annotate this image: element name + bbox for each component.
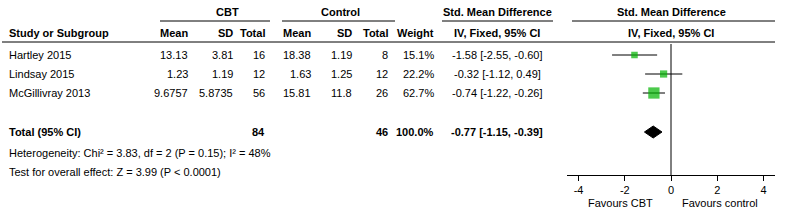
- svg-text:11.8: 11.8: [331, 87, 352, 99]
- svg-text:62.7%: 62.7%: [403, 87, 434, 99]
- svg-text:4: 4: [760, 184, 766, 196]
- svg-text:Favours control: Favours control: [682, 197, 758, 209]
- svg-text:26: 26: [376, 87, 388, 99]
- svg-text:1.19: 1.19: [212, 68, 233, 80]
- svg-text:16: 16: [253, 49, 265, 61]
- svg-text:-2: -2: [620, 184, 630, 196]
- svg-text:IV, Fixed, 95% CI: IV, Fixed, 95% CI: [454, 27, 540, 39]
- svg-text:Heterogeneity: Chi² = 3.83, df: Heterogeneity: Chi² = 3.83, df = 2 (P = …: [9, 147, 271, 159]
- svg-text:Test for overall effect: Z = 3: Test for overall effect: Z = 3.99 (P < 0…: [9, 166, 221, 178]
- svg-text:Study or Subgroup: Study or Subgroup: [9, 27, 109, 39]
- svg-text:-0.77 [-1.15, -0.39]: -0.77 [-1.15, -0.39]: [451, 126, 543, 138]
- svg-text:1.23: 1.23: [167, 68, 188, 80]
- svg-text:15.1%: 15.1%: [403, 49, 434, 61]
- svg-text:Weight: Weight: [397, 27, 434, 39]
- svg-text:3.81: 3.81: [212, 49, 233, 61]
- svg-text:1.19: 1.19: [331, 49, 352, 61]
- svg-text:1.25: 1.25: [331, 68, 352, 80]
- svg-text:56: 56: [253, 87, 265, 99]
- svg-text:IV, Fixed, 95% CI: IV, Fixed, 95% CI: [628, 27, 714, 39]
- svg-text:9.6757: 9.6757: [154, 87, 188, 99]
- svg-text:12: 12: [253, 68, 265, 80]
- svg-text:McGillivray 2013: McGillivray 2013: [9, 87, 90, 99]
- svg-text:Total: Total: [363, 27, 388, 39]
- svg-text:Total (95% CI): Total (95% CI): [9, 126, 81, 138]
- svg-text:Mean: Mean: [283, 27, 311, 39]
- svg-text:-4: -4: [574, 184, 584, 196]
- svg-text:Favours CBT: Favours CBT: [588, 197, 653, 209]
- svg-text:Control: Control: [321, 6, 360, 18]
- svg-text:Lindsay 2015: Lindsay 2015: [9, 68, 74, 80]
- svg-text:-0.32 [-1.12, 0.49]: -0.32 [-1.12, 0.49]: [454, 68, 541, 80]
- svg-text:Hartley 2015: Hartley 2015: [9, 49, 71, 61]
- svg-text:Std. Mean Difference: Std. Mean Difference: [617, 6, 726, 18]
- svg-text:SD: SD: [218, 27, 233, 39]
- svg-text:46: 46: [376, 126, 388, 138]
- svg-text:-1.58 [-2.55, -0.60]: -1.58 [-2.55, -0.60]: [452, 49, 543, 61]
- svg-text:22.2%: 22.2%: [403, 68, 434, 80]
- svg-text:5.8735: 5.8735: [199, 87, 233, 99]
- svg-text:0: 0: [668, 184, 674, 196]
- svg-text:18.38: 18.38: [283, 49, 311, 61]
- svg-text:13.13: 13.13: [160, 49, 188, 61]
- svg-text:100.0%: 100.0%: [396, 126, 434, 138]
- svg-text:Mean: Mean: [160, 27, 188, 39]
- svg-text:1.63: 1.63: [290, 68, 311, 80]
- svg-text:12: 12: [376, 68, 388, 80]
- svg-text:15.81: 15.81: [283, 87, 311, 99]
- svg-text:2: 2: [714, 184, 720, 196]
- svg-text:CBT: CBT: [216, 6, 239, 18]
- svg-text:Std. Mean Difference: Std. Mean Difference: [443, 6, 552, 18]
- svg-text:84: 84: [252, 126, 265, 138]
- svg-text:Total: Total: [240, 27, 265, 39]
- svg-text:-0.74 [-1.22, -0.26]: -0.74 [-1.22, -0.26]: [452, 87, 543, 99]
- svg-text:8: 8: [382, 49, 388, 61]
- svg-text:SD: SD: [337, 27, 352, 39]
